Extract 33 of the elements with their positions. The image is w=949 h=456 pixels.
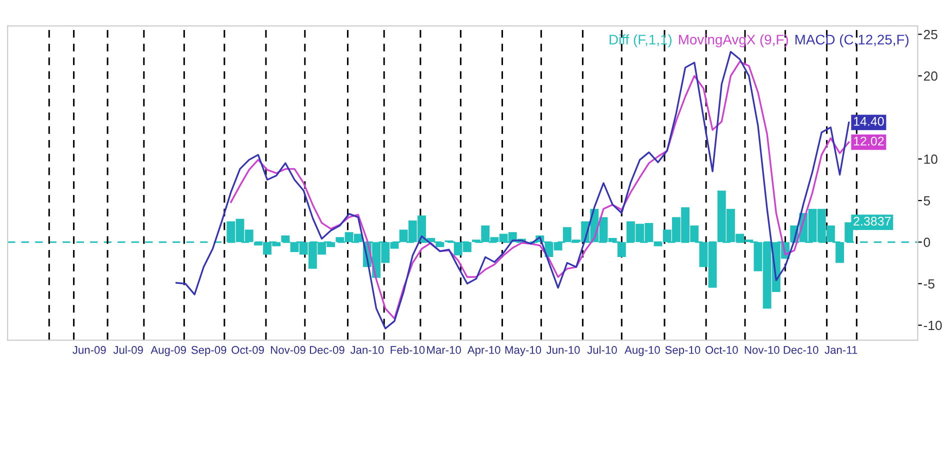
x-tick-label: Jun-09 <box>72 346 106 354</box>
series-label: MovingAvgX (9,F) <box>679 34 788 48</box>
x-tick-label: Dec-09 <box>310 346 344 354</box>
y-tick-label: 0 <box>924 238 930 248</box>
x-tick-label: Oct-09 <box>232 346 264 354</box>
annotation: 12.02 <box>854 136 884 146</box>
x-tick-label: Nov-09 <box>271 346 306 354</box>
x-tick-label: Nov-10 <box>744 346 780 354</box>
annotation: 2.3837 <box>854 216 891 226</box>
x-tick-label: Jan-11 <box>824 346 858 354</box>
text: Diff (F,1,1) <box>610 34 672 48</box>
x-tick-label: May-10 <box>505 346 542 356</box>
y-tick-label: 10 <box>924 154 938 164</box>
text: MACD (C,12,25,F) <box>796 34 908 48</box>
y-tick-label: 20 <box>924 71 938 81</box>
x-tick-label: Jun-10 <box>546 346 580 354</box>
x-tick-label: Mar-10 <box>427 346 461 354</box>
x-tick-label: Sep-10 <box>665 346 700 356</box>
annotation: 14.40 <box>854 116 884 126</box>
y-tick-label: 25 <box>924 30 938 40</box>
x-tick-label: Aug-10 <box>624 346 660 356</box>
x-tick-label: Aug-09 <box>150 346 186 356</box>
x-tick-label: Apr-10 <box>467 346 500 356</box>
x-tick-label: Oct-10 <box>706 346 738 354</box>
x-tick-label: Jan-10 <box>350 346 384 354</box>
x-tick-label: Jul-09 <box>113 346 143 354</box>
y-tick-label: -10 <box>924 320 942 330</box>
y-tick-label: 5 <box>924 196 930 206</box>
x-tick-label: Dec-10 <box>784 346 818 354</box>
x-tick-label: Sep-09 <box>191 346 226 356</box>
y-tick-label: -5 <box>924 279 934 289</box>
x-tick-label: Jul-10 <box>587 346 617 354</box>
x-tick-label: Feb-10 <box>390 346 425 354</box>
